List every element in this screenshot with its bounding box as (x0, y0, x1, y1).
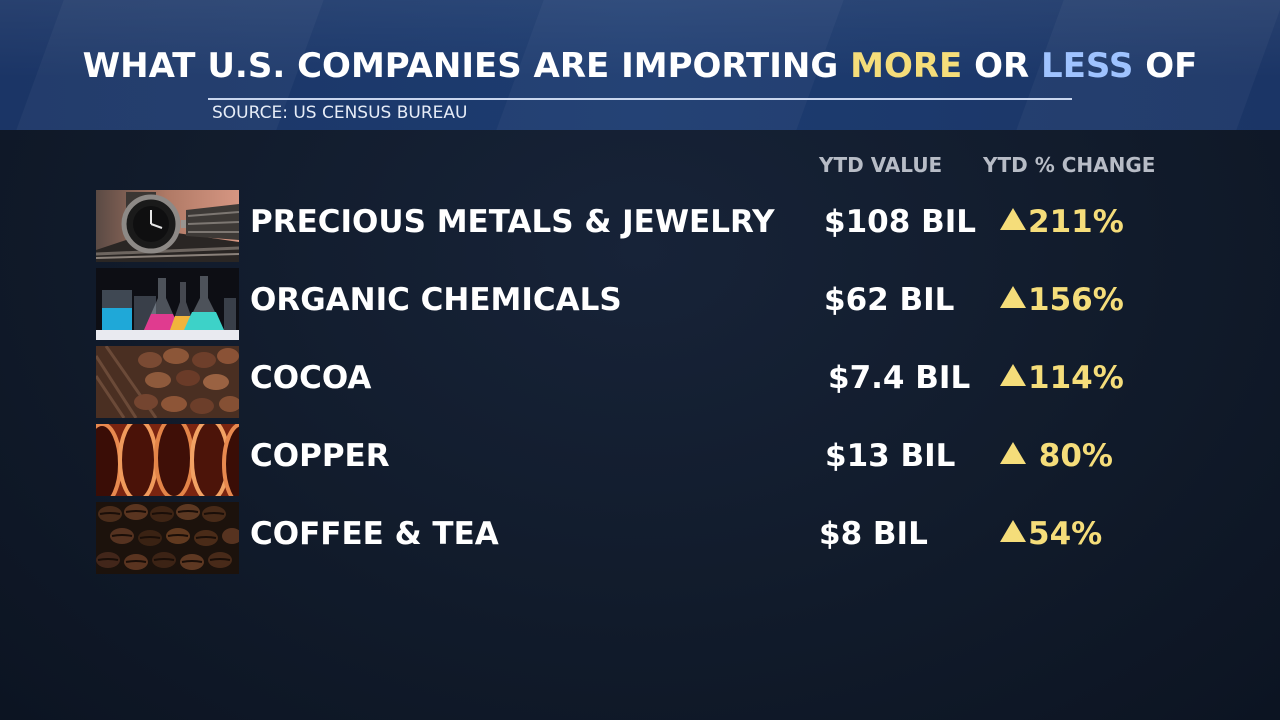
row-change: 211% (1000, 204, 1124, 240)
copper-pipes-photo (96, 424, 239, 496)
up-triangle-icon (1000, 520, 1026, 542)
row-change: 156% (1000, 282, 1124, 318)
row-value: $13 BIL (825, 438, 956, 474)
row-change-text: 54% (1028, 516, 1103, 552)
row-change: 54% (1000, 516, 1102, 552)
column-header-change: YTD % CHANGE (983, 153, 1156, 177)
row-change-text: 211% (1028, 204, 1124, 240)
table-row: ORGANIC CHEMICALS $62 BIL 156% (96, 268, 1196, 340)
row-value: $7.4 BIL (828, 360, 971, 396)
row-value: $62 BIL (824, 282, 955, 318)
title-end: OF (1133, 46, 1198, 86)
table-row: COPPER $13 BIL 80% (96, 424, 1196, 496)
up-triangle-icon (1000, 364, 1026, 386)
table-row: COFFEE & TEA $8 BIL 54% (96, 502, 1196, 574)
row-change-text: 156% (1028, 282, 1124, 318)
table-row: COCOA $7.4 BIL 114% (96, 346, 1196, 418)
header-banner (0, 0, 1280, 130)
up-triangle-icon (1000, 208, 1026, 230)
title-mid: OR (962, 46, 1042, 86)
cocoa-beans-photo (96, 346, 239, 418)
column-header-value: YTD VALUE (819, 153, 943, 177)
row-name: ORGANIC CHEMICALS (250, 282, 622, 318)
coffee-beans-photo (96, 502, 239, 574)
title-divider (208, 98, 1072, 100)
row-name: PRECIOUS METALS & JEWELRY (250, 204, 775, 240)
table-row: PRECIOUS METALS & JEWELRY $108 BIL 211% (96, 190, 1196, 262)
row-value: $8 BIL (819, 516, 928, 552)
up-triangle-icon (1000, 442, 1026, 464)
row-name: COFFEE & TEA (250, 516, 499, 552)
row-change-text: 80% (1038, 438, 1113, 474)
source-label: SOURCE: US CENSUS BUREAU (212, 103, 468, 123)
page-title: WHAT U.S. COMPANIES ARE IMPORTING MORE O… (0, 46, 1280, 86)
row-change: 80% (1000, 438, 1113, 474)
lab-flasks-photo (96, 268, 239, 340)
title-less: LESS (1041, 46, 1134, 86)
row-name: COCOA (250, 360, 372, 396)
row-value: $108 BIL (824, 204, 976, 240)
header-sheen (0, 0, 1280, 130)
title-part1: WHAT U.S. COMPANIES ARE IMPORTING (82, 46, 851, 86)
row-name: COPPER (250, 438, 390, 474)
up-triangle-icon (1000, 286, 1026, 308)
title-more: MORE (850, 46, 963, 86)
row-change-text: 114% (1028, 360, 1124, 396)
row-change: 114% (1000, 360, 1124, 396)
watch-photo (96, 190, 239, 262)
